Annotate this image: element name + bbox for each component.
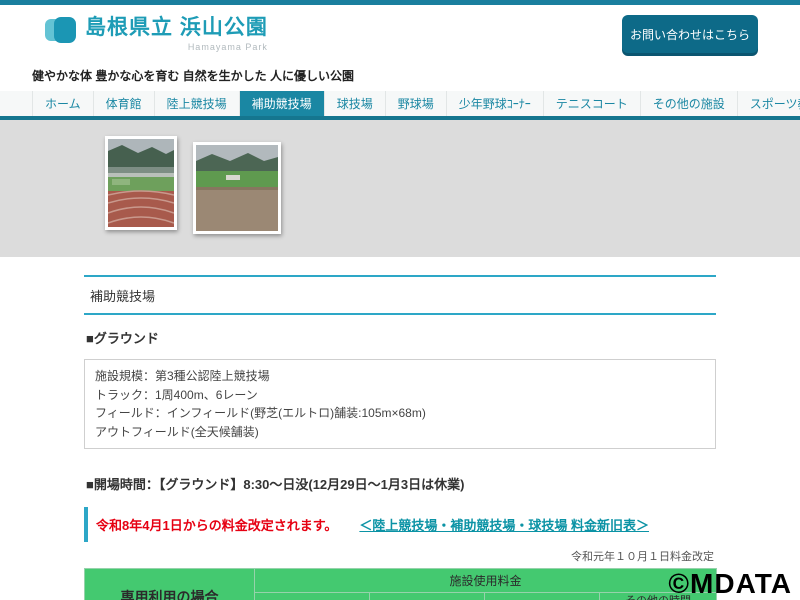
fee-table-link[interactable]: ＜陸上競技場・補助競技場・球技場 料金新旧表＞	[359, 518, 650, 534]
notice-text: 令和8年4月1日からの料金改定されます。	[96, 518, 338, 534]
time-header-morning: 8:30～12:00	[254, 592, 370, 600]
nav-item-gymnasium[interactable]: 体育館	[92, 91, 154, 116]
nav-item-youth-baseball[interactable]: 少年野球ｺｰﾅｰ	[445, 91, 543, 116]
fee-header: 施設使用料金	[253, 568, 718, 594]
time-header-fullday: 8:30～17:00	[484, 592, 600, 600]
site-header: 島根県立 浜山公園 Hamayama Park お問い合わせはこちら	[0, 5, 800, 63]
main-content: 補助競技場 ■グラウンド 施設規模：第3種公認陸上競技場 トラック：1周400m…	[84, 257, 718, 600]
time-header-other: その他の時間 (時間外)の1時間	[598, 592, 718, 600]
photo-band	[0, 120, 800, 257]
top-accent-bar	[0, 0, 800, 5]
main-nav: ホーム 体育館 陸上競技場 補助競技場 球技場 野球場 少年野球ｺｰﾅｰ テニス…	[0, 91, 800, 120]
track-field-photo	[105, 136, 177, 230]
nav-item-other-facilities[interactable]: その他の施設	[639, 91, 737, 116]
fee-table-header-row-1: 専用利用の場合 施設使用料金	[84, 568, 718, 600]
ground-field-photo	[193, 142, 281, 234]
revision-date-note: 令和元年１０月１日料金改定	[571, 551, 714, 564]
nav-item-athletics-stadium[interactable]: 陸上競技場	[153, 91, 239, 116]
tagline-row: 健やかな体 豊かな心を育む 自然を生かした 人に優しい公園	[0, 63, 800, 91]
facility-line-track: トラック：1周400m、6レーン	[95, 387, 258, 402]
site-logo[interactable]: 島根県立 浜山公園 Hamayama Park	[45, 15, 268, 52]
fee-table: 専用利用の場合 施設使用料金 8:30～12:00 13:00～17:00 8:…	[84, 568, 718, 600]
park-logo-icon	[45, 15, 79, 49]
facility-line-field: フィールド：インフィールド(野芝(エルトロ)舗装:105m×68m)	[95, 406, 426, 421]
fee-table-header-row-2: 8:30～12:00 13:00～17:00 8:30～17:00 その他の時間…	[85, 592, 718, 600]
site-tagline: 健やかな体 豊かな心を育む 自然を生かした 人に優しい公園	[32, 69, 355, 83]
mdata-watermark: ©MDATA	[668, 568, 792, 599]
site-title: 島根県立 浜山公園	[85, 16, 268, 39]
fee-revision-notice: 令和8年4月1日からの料金改定されます。 ＜陸上競技場・補助競技場・球技場 料金…	[84, 507, 716, 543]
nav-item-auxiliary-stadium[interactable]: 補助競技場	[238, 91, 324, 116]
facility-info-box: 施設規模：第3種公認陸上競技場 トラック：1周400m、6レーン フィールド：イ…	[84, 359, 716, 450]
divider-top	[84, 275, 716, 277]
opening-hours: ■開場時間：【グラウンド】8:30～日没(12月29日～1月3日は休業)	[86, 477, 465, 493]
facility-line-outfield: アウトフィールド(全天候舗装)	[95, 424, 259, 439]
divider-bottom	[84, 313, 716, 315]
time-header-afternoon: 13:00～17:00	[369, 592, 485, 600]
corner-header: 専用利用の場合	[84, 568, 255, 600]
nav-item-baseball-field[interactable]: 野球場	[384, 91, 446, 116]
nav-item-home[interactable]: ホーム	[32, 91, 93, 116]
contact-button[interactable]: お問い合わせはこちら	[622, 15, 758, 53]
page-title: 補助競技場	[90, 289, 156, 304]
nav-item-tennis-court[interactable]: テニスコート	[542, 91, 640, 116]
facility-line-scale: 施設規模：第3種公認陸上競技場	[95, 369, 270, 383]
nav-item-sports-classes[interactable]: スポーツ教室	[736, 91, 800, 116]
nav-item-ball-field[interactable]: 球技場	[323, 91, 385, 116]
section-heading-ground: ■グラウンド	[86, 331, 159, 346]
site-subtitle: Hamayama Park	[187, 42, 268, 52]
